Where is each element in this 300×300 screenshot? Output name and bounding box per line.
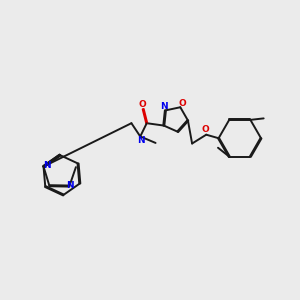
Text: N: N xyxy=(137,136,145,146)
Text: N: N xyxy=(160,102,168,111)
Text: N: N xyxy=(67,181,74,190)
Text: N: N xyxy=(43,161,50,170)
Text: O: O xyxy=(201,125,209,134)
Text: O: O xyxy=(139,100,146,109)
Text: O: O xyxy=(179,99,187,108)
